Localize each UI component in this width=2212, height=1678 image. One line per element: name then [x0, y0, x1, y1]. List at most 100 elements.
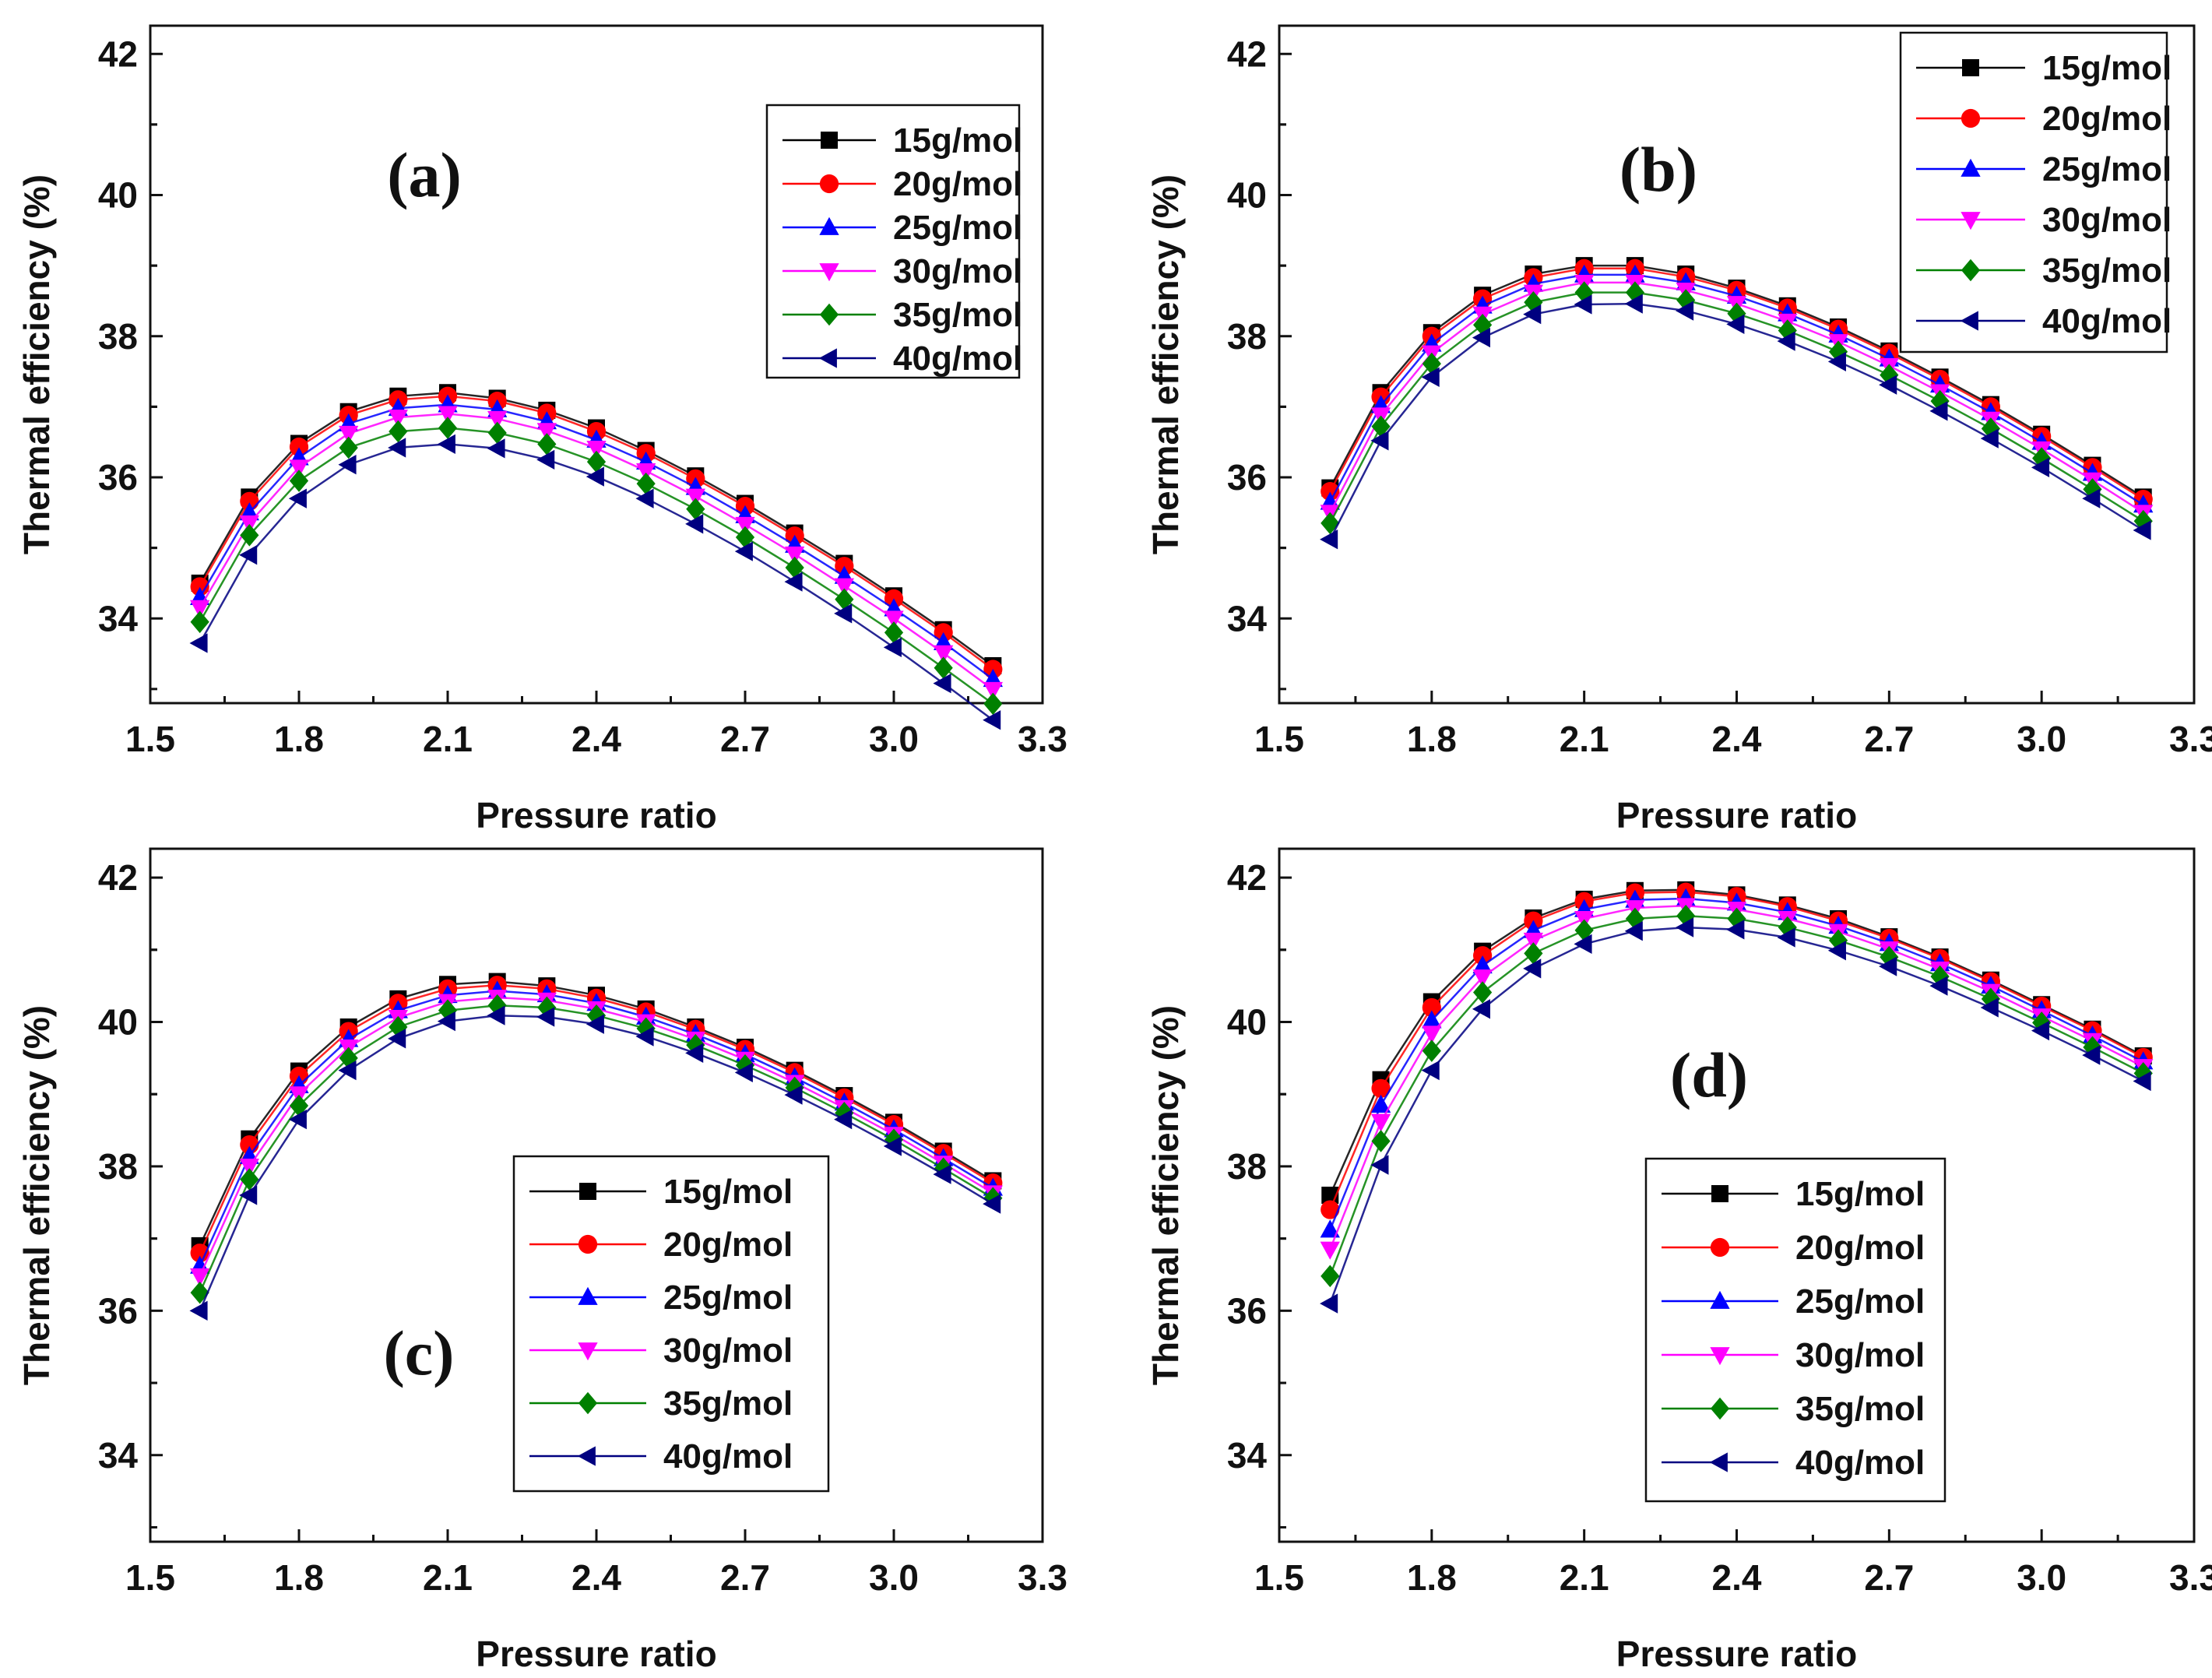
legend: 15g/mol 20g/mol 25g/mol 30g/mol 35g/mol 40g/m…	[1644, 1157, 1946, 1503]
y-tick-label: 42	[1227, 33, 1267, 74]
y-tick-label: 36	[1227, 1290, 1267, 1331]
data-point	[1676, 917, 1694, 937]
data-point	[536, 449, 555, 470]
data-point	[2082, 1045, 2101, 1065]
data-point	[983, 1194, 1001, 1214]
data-point	[1624, 921, 1643, 941]
data-point	[537, 433, 557, 456]
x-tick-label: 2.7	[1864, 719, 1914, 759]
data-point	[834, 603, 853, 624]
data-point	[1370, 431, 1389, 451]
data-point	[1574, 934, 1592, 955]
data-point	[686, 498, 705, 521]
data-point	[1827, 351, 1846, 372]
data-point	[339, 425, 359, 445]
legend-label: 30g/mol	[893, 252, 1022, 290]
data-point	[785, 556, 804, 579]
data-point	[338, 1060, 357, 1081]
data-point	[1473, 313, 1493, 336]
data-point	[1320, 529, 1338, 550]
data-point	[586, 440, 607, 459]
data-point	[1827, 941, 1846, 961]
data-point	[785, 546, 805, 565]
data-point	[1371, 415, 1391, 438]
legend-marker	[1711, 1185, 1728, 1202]
data-point	[1524, 290, 1543, 314]
data-point	[685, 514, 704, 534]
legend-label: 15g/mol	[1795, 1175, 1925, 1213]
legend-marker	[578, 1286, 598, 1305]
data-point	[487, 421, 507, 445]
data-point	[834, 1110, 853, 1130]
data-point	[239, 1185, 258, 1205]
y-axis-title: Thermal efficiency (%)	[16, 1005, 57, 1385]
y-tick-label: 38	[1227, 1146, 1267, 1187]
data-point	[288, 488, 307, 508]
x-tick-label: 2.4	[571, 1557, 621, 1598]
data-point	[983, 710, 1001, 730]
legend-marker	[578, 1391, 598, 1415]
data-point	[339, 1047, 358, 1070]
data-point	[2031, 1020, 2050, 1041]
data-point	[437, 434, 455, 455]
x-tick-label: 3.3	[2169, 719, 2212, 759]
data-point	[2133, 1071, 2151, 1092]
data-point	[1879, 956, 1897, 976]
x-tick-label: 2.4	[1712, 719, 1762, 759]
x-tick-label: 3.3	[2169, 1557, 2212, 1598]
y-axis-title: Thermal efficiency (%)	[1145, 174, 1186, 554]
panel-label: (d)	[1670, 1040, 1748, 1110]
data-point	[240, 1168, 259, 1191]
chart-panel-3: 1.5 1.8 2.1 2.4 2.7 3.0 3.3 34 36 38 40 42 Pressure …	[16, 847, 1067, 1674]
data-point	[1321, 1265, 1340, 1288]
data-point	[1777, 331, 1795, 351]
legend-marker	[819, 263, 839, 282]
x-tick-label: 1.8	[1407, 719, 1457, 759]
data-point	[438, 417, 458, 439]
data-point	[636, 472, 656, 495]
legend-box	[1899, 31, 2168, 354]
legend-marker	[1961, 158, 1981, 177]
x-axis-title: Pressure ratio	[1616, 795, 1857, 835]
legend-label: 15g/mol	[663, 1173, 793, 1211]
x-tick-label: 2.4	[1712, 1557, 1762, 1598]
data-point	[1421, 1060, 1440, 1081]
y-tick-label: 36	[1227, 457, 1267, 498]
data-point	[685, 1043, 704, 1064]
data-point	[1320, 1293, 1338, 1314]
data-point	[883, 1136, 902, 1156]
data-point	[1472, 327, 1491, 348]
data-point	[635, 1026, 654, 1047]
legend-label: 20g/mol	[893, 165, 1022, 203]
x-tick-label: 2.1	[1560, 1557, 1609, 1598]
x-tick-label: 1.8	[274, 719, 324, 759]
x-tick-label: 1.8	[274, 1557, 324, 1598]
data-point	[1370, 1094, 1391, 1113]
legend-label: 35g/mol	[1795, 1390, 1925, 1428]
legend-marker	[819, 174, 839, 194]
data-point	[934, 645, 954, 663]
data-point	[289, 459, 309, 478]
legend-label: 30g/mol	[2042, 201, 2172, 239]
legend-marker	[1962, 59, 1979, 76]
data-point	[389, 420, 408, 443]
data-point	[190, 1268, 210, 1287]
series-40g/mol	[1320, 917, 2151, 1314]
legend-marker	[577, 1446, 596, 1466]
data-point	[1980, 428, 1999, 449]
data-point	[983, 692, 1003, 716]
y-tick-label: 34	[1227, 1435, 1268, 1476]
x-tick-label: 2.7	[720, 1557, 770, 1598]
data-point	[1929, 976, 1948, 996]
panel-label: (c)	[383, 1317, 454, 1388]
data-point	[734, 1062, 753, 1083]
x-tick-label: 3.0	[2017, 1557, 2066, 1598]
legend-marker	[578, 1234, 598, 1254]
data-point	[239, 545, 258, 565]
series-40g/mol	[189, 434, 1001, 730]
x-tick-label: 2.1	[1560, 719, 1609, 759]
legend-label: 35g/mol	[893, 296, 1022, 334]
legend-marker	[821, 132, 838, 149]
legend-marker	[1961, 108, 1981, 128]
data-point	[536, 1007, 555, 1027]
